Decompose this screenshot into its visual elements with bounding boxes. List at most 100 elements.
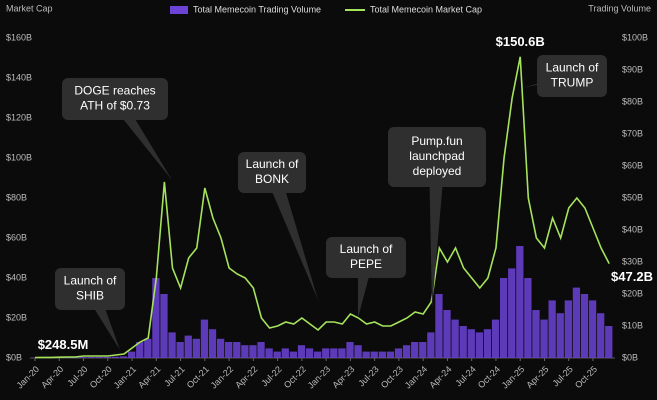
volume-bar <box>289 351 298 358</box>
y2-tick-label: $0B <box>622 352 638 362</box>
volume-bar <box>443 310 451 358</box>
market-cap-line <box>34 56 610 359</box>
volume-bar <box>435 294 443 358</box>
volume-bar <box>144 338 152 358</box>
volume-bar <box>516 246 524 358</box>
volume-bar <box>427 332 435 358</box>
volume-bar <box>119 356 128 358</box>
volume-bar <box>588 300 597 358</box>
y-tick-label: $140B <box>6 72 32 82</box>
volume-bar <box>330 348 338 358</box>
volume-bar <box>548 300 556 358</box>
volume-bar <box>152 278 160 358</box>
annotation-text: deployed <box>413 164 462 178</box>
volume-bar <box>233 342 241 358</box>
volume-bar <box>168 332 176 358</box>
legend-label: Total Memecoin Market Cap <box>370 4 482 14</box>
volume-bar <box>459 326 467 358</box>
annotation-text: Launch of <box>246 157 299 171</box>
volume-bar <box>305 348 314 358</box>
annotation-box <box>537 55 607 97</box>
volume-bar <box>362 351 370 358</box>
value-label: $150.6B <box>496 34 545 49</box>
legend-label: Total Memecoin Trading Volume <box>193 4 321 14</box>
value-label: $47.2B <box>611 269 653 284</box>
volume-bar <box>597 313 605 358</box>
y2-tick-label: $50B <box>622 192 643 202</box>
volume-bar <box>176 342 184 358</box>
y2-tick-label: $80B <box>622 96 643 106</box>
volume-bar <box>208 329 217 358</box>
annotation-text: TRUMP <box>551 76 594 90</box>
volume-bar <box>467 329 475 358</box>
y2-tick-label: $40B <box>622 224 643 234</box>
y2-tick-label: $20B <box>622 288 643 298</box>
volume-bar <box>95 357 103 358</box>
volume-bar <box>136 342 144 358</box>
volume-bar <box>192 338 200 358</box>
y2-tick-label: $90B <box>622 64 643 74</box>
annotation-pointer <box>429 157 445 308</box>
volume-bar <box>572 287 581 358</box>
volume-bar <box>273 351 281 358</box>
volume-bar <box>394 348 403 358</box>
volume-bar <box>532 310 540 358</box>
volume-bar <box>241 345 249 358</box>
volume-bar <box>314 351 322 358</box>
volume-bar <box>419 342 427 358</box>
volume-bar <box>491 319 500 358</box>
volume-bar <box>87 357 95 358</box>
value-label: $248.5M <box>38 337 89 352</box>
annotation-box <box>388 127 486 187</box>
annotation-box <box>238 152 306 193</box>
y-tick-label: $120B <box>6 112 32 122</box>
volume-bar <box>79 357 87 358</box>
annotation-box <box>326 237 406 278</box>
volume-bar <box>483 329 492 358</box>
volume-bar <box>265 348 273 358</box>
volume-bar <box>370 351 378 358</box>
y2-tick-label: $100B <box>622 32 648 42</box>
y2-tick-label: $70B <box>622 128 643 138</box>
annotation-text: Launch of <box>546 61 599 75</box>
volume-bar <box>225 342 233 358</box>
volume-bar <box>564 300 572 358</box>
volume-bar <box>160 294 168 358</box>
volume-bar <box>475 332 484 358</box>
annotation-text: PEPE <box>350 257 382 271</box>
volume-bar <box>386 351 395 358</box>
y-axis-title: Market Cap <box>6 3 53 13</box>
legend-swatch <box>170 6 188 14</box>
annotation-text: Launch of <box>64 274 117 288</box>
y-tick-label: $160B <box>6 32 32 42</box>
volume-bar <box>257 342 265 358</box>
y2-tick-label: $30B <box>622 256 643 266</box>
annotation-text: DOGE reaches <box>74 84 155 98</box>
volume-bar <box>508 268 516 358</box>
volume-bar <box>500 278 508 358</box>
y2-tick-label: $10B <box>622 320 643 330</box>
y2-tick-label: $60B <box>622 160 643 170</box>
y-tick-label: $0B <box>6 352 22 362</box>
annotation-box <box>62 78 168 120</box>
volume-bar <box>556 313 564 358</box>
volume-bar <box>354 345 362 358</box>
volume-bar <box>200 319 209 358</box>
volume-bar <box>338 348 346 358</box>
volume-bar <box>322 348 330 358</box>
annotation-text: Launch of <box>340 242 393 256</box>
annotation-text: launchpad <box>409 149 464 163</box>
volume-bar <box>216 338 225 358</box>
volume-bar <box>524 278 532 358</box>
annotation-text: ATH of $0.73 <box>80 99 150 113</box>
volume-bar <box>103 357 112 358</box>
volume-bar <box>402 345 411 358</box>
annotation-pointer <box>264 172 318 300</box>
volume-bar <box>580 294 589 358</box>
y-tick-label: $60B <box>6 232 27 242</box>
y2-axis-title: Trading Volume <box>588 3 651 13</box>
y-tick-label: $20B <box>6 312 27 322</box>
volume-bar <box>451 319 459 358</box>
annotation-text: BONK <box>255 172 289 186</box>
